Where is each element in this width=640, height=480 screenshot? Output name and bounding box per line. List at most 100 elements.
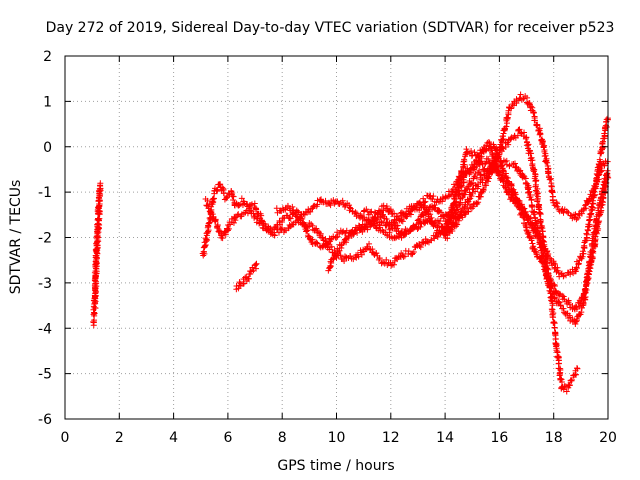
- x-tick-label: 10: [328, 430, 346, 446]
- x-tick-label: 14: [436, 430, 454, 446]
- x-tick-label: 2: [115, 430, 124, 446]
- data-point: [586, 264, 593, 271]
- data-point: [205, 220, 212, 227]
- x-tick-label: 4: [169, 430, 178, 446]
- data-point: [542, 150, 549, 157]
- data-point: [401, 253, 408, 260]
- data-point: [598, 146, 605, 153]
- data-point: [582, 286, 589, 293]
- data-point: [477, 150, 484, 157]
- data-point: [582, 201, 589, 208]
- data-point: [339, 197, 346, 204]
- series-trace-7: [325, 155, 612, 313]
- data-point: [373, 250, 380, 257]
- data-point: [548, 306, 555, 313]
- data-point: [528, 196, 535, 203]
- data-point: [591, 188, 598, 195]
- data-point: [602, 189, 609, 196]
- x-tick-label: 18: [545, 430, 563, 446]
- data-point: [262, 221, 269, 228]
- data-point: [327, 202, 334, 209]
- data-point: [548, 278, 555, 285]
- data-point: [378, 218, 385, 225]
- data-point: [572, 211, 579, 218]
- data-point: [468, 148, 475, 155]
- data-point: [575, 260, 582, 267]
- data-point: [462, 209, 469, 216]
- data-point: [537, 255, 544, 262]
- data-point: [232, 217, 239, 224]
- data-point: [583, 278, 590, 285]
- data-point: [335, 248, 342, 255]
- data-point: [603, 124, 610, 131]
- data-point: [336, 230, 343, 237]
- data-point: [345, 233, 352, 240]
- data-point: [386, 226, 393, 233]
- data-point: [508, 105, 515, 112]
- data-point: [532, 181, 539, 188]
- x-tick-label: 20: [599, 430, 617, 446]
- data-point: [553, 345, 560, 352]
- data-point: [579, 248, 586, 255]
- data-point: [466, 196, 473, 203]
- y-tick-label: -2: [38, 231, 52, 247]
- data-point: [576, 303, 583, 310]
- data-point: [578, 295, 585, 302]
- data-point: [551, 281, 558, 288]
- data-point: [322, 197, 329, 204]
- y-tick-label: -1: [38, 185, 52, 201]
- data-point: [536, 254, 543, 261]
- data-point: [303, 228, 310, 235]
- data-point: [286, 214, 293, 221]
- data-point: [497, 158, 504, 165]
- data-point: [209, 211, 216, 218]
- data-point: [451, 184, 458, 191]
- data-point: [366, 240, 373, 247]
- data-point: [214, 186, 221, 193]
- data-point: [537, 211, 544, 218]
- y-tick-label: -3: [38, 276, 52, 292]
- data-point: [322, 243, 329, 250]
- data-point: [411, 224, 418, 231]
- data-point: [252, 205, 259, 212]
- data-point: [550, 259, 557, 266]
- data-point: [371, 214, 378, 221]
- x-tick-label: 12: [382, 430, 400, 446]
- y-tick-label: -4: [38, 321, 52, 337]
- data-point: [534, 121, 541, 128]
- data-point: [95, 204, 102, 211]
- data-point: [304, 227, 311, 234]
- data-point: [209, 196, 216, 203]
- data-point: [538, 258, 545, 265]
- data-point: [230, 196, 237, 203]
- data-point: [470, 166, 477, 173]
- data-point: [554, 203, 561, 210]
- data-point: [568, 377, 575, 384]
- data-point: [500, 135, 507, 142]
- data-point: [96, 188, 103, 195]
- data-point: [492, 147, 499, 154]
- data-point: [533, 122, 540, 129]
- data-point: [498, 143, 505, 150]
- data-point: [460, 176, 467, 183]
- data-point: [346, 204, 353, 211]
- data-point: [590, 200, 597, 207]
- data-point: [94, 229, 101, 236]
- data-point: [219, 184, 226, 191]
- data-point: [573, 317, 580, 324]
- data-point: [588, 258, 595, 265]
- data-point: [531, 224, 538, 231]
- data-point: [375, 209, 382, 216]
- data-point: [391, 210, 398, 217]
- data-point: [527, 214, 534, 221]
- data-point: [483, 182, 490, 189]
- data-point: [567, 271, 574, 278]
- data-point: [551, 282, 558, 289]
- data-point: [427, 192, 434, 199]
- data-point: [556, 299, 563, 306]
- data-point: [597, 150, 604, 157]
- data-point: [534, 233, 541, 240]
- data-point: [593, 181, 600, 188]
- data-point: [599, 140, 606, 147]
